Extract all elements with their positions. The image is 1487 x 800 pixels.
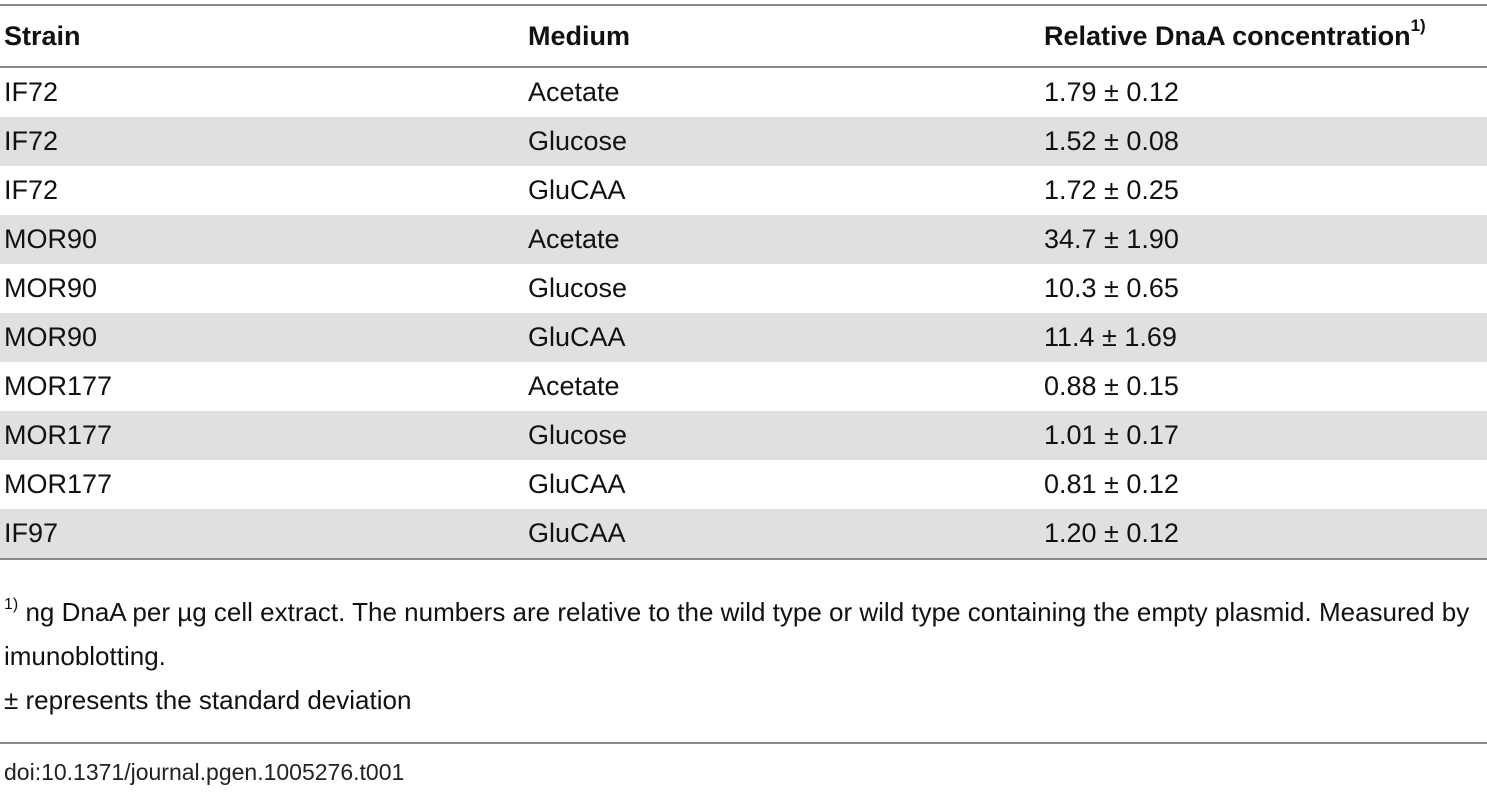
header-strain: Strain [0, 6, 524, 68]
header-concentration: Relative DnaA concentration1) [1040, 6, 1487, 68]
cell-medium: GluCAA [524, 313, 1040, 362]
table-row: IF72 GluCAA 1.72 ± 0.25 [0, 166, 1487, 215]
cell-strain: IF72 [0, 67, 524, 117]
table-row: MOR90 Acetate 34.7 ± 1.90 [0, 215, 1487, 264]
cell-medium: GluCAA [524, 509, 1040, 560]
cell-value: 0.81 ± 0.12 [1040, 460, 1487, 509]
cell-value: 34.7 ± 1.90 [1040, 215, 1487, 264]
table-body: IF72 Acetate 1.79 ± 0.12 IF72 Glucose 1.… [0, 67, 1487, 560]
cell-medium: Acetate [524, 362, 1040, 411]
cell-value: 0.88 ± 0.15 [1040, 362, 1487, 411]
dnaa-concentration-table: Strain Medium Relative DnaA concentratio… [0, 6, 1487, 560]
cell-medium: Glucose [524, 117, 1040, 166]
cell-strain: MOR90 [0, 215, 524, 264]
cell-medium: GluCAA [524, 460, 1040, 509]
footnote-1-text: ng DnaA per µg cell extract. The numbers… [4, 597, 1470, 671]
cell-strain: MOR90 [0, 264, 524, 313]
footnote-1-marker: 1) [4, 596, 19, 613]
cell-medium: Acetate [524, 67, 1040, 117]
table-container: Strain Medium Relative DnaA concentratio… [0, 4, 1487, 560]
cell-value: 1.79 ± 0.12 [1040, 67, 1487, 117]
table-row: IF72 Glucose 1.52 ± 0.08 [0, 117, 1487, 166]
cell-strain: MOR177 [0, 362, 524, 411]
table-row: MOR177 Acetate 0.88 ± 0.15 [0, 362, 1487, 411]
footnote-1: 1) ng DnaA per µg cell extract. The numb… [4, 590, 1474, 678]
cell-strain: MOR177 [0, 411, 524, 460]
cell-medium: GluCAA [524, 166, 1040, 215]
cell-strain: IF72 [0, 166, 524, 215]
table-row: MOR177 GluCAA 0.81 ± 0.12 [0, 460, 1487, 509]
cell-strain: IF72 [0, 117, 524, 166]
footnote-2: ± represents the standard deviation [4, 685, 412, 715]
cell-value: 11.4 ± 1.69 [1040, 313, 1487, 362]
header-medium: Medium [524, 6, 1040, 68]
cell-value: 1.72 ± 0.25 [1040, 166, 1487, 215]
table-footnotes: 1) ng DnaA per µg cell extract. The numb… [4, 590, 1474, 722]
cell-medium: Glucose [524, 264, 1040, 313]
cell-strain: IF97 [0, 509, 524, 560]
cell-medium: Acetate [524, 215, 1040, 264]
cell-value: 1.01 ± 0.17 [1040, 411, 1487, 460]
table-row: IF97 GluCAA 1.20 ± 0.12 [0, 509, 1487, 560]
table-row: MOR90 GluCAA 11.4 ± 1.69 [0, 313, 1487, 362]
table-row: MOR177 Glucose 1.01 ± 0.17 [0, 411, 1487, 460]
cell-strain: MOR90 [0, 313, 524, 362]
table-row: MOR90 Glucose 10.3 ± 0.65 [0, 264, 1487, 313]
cell-value: 10.3 ± 0.65 [1040, 264, 1487, 313]
cell-medium: Glucose [524, 411, 1040, 460]
top-rule [0, 4, 1487, 6]
cell-value: 1.20 ± 0.12 [1040, 509, 1487, 560]
cell-strain: MOR177 [0, 460, 524, 509]
doi-identifier: doi:10.1371/journal.pgen.1005276.t001 [4, 759, 405, 785]
bottom-rule [0, 742, 1487, 744]
table-row: IF72 Acetate 1.79 ± 0.12 [0, 67, 1487, 117]
header-row: Strain Medium Relative DnaA concentratio… [0, 6, 1487, 68]
footnote-marker: 1) [1410, 16, 1426, 35]
cell-value: 1.52 ± 0.08 [1040, 117, 1487, 166]
